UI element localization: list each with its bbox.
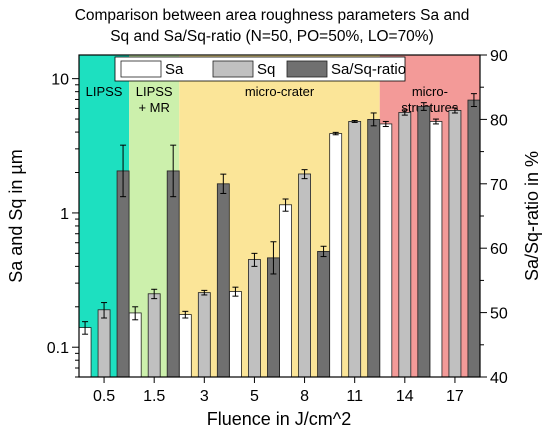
region-label-1-0: LIPSS [136, 84, 173, 99]
bar-2-4 [317, 251, 330, 378]
legend-swatch-1 [212, 60, 254, 78]
x-tick-label-0: 0.5 [93, 388, 115, 405]
left-tick-label-1: 1 [60, 206, 69, 223]
bar-0-6 [379, 123, 393, 378]
bar-1-2 [197, 292, 211, 378]
right-tick-label-3: 70 [490, 177, 508, 194]
bar-2-5 [367, 119, 381, 378]
bar-0-4 [279, 204, 292, 378]
x-axis-ticks: 0.5 1.5 3 5 8 11 14 17 [93, 377, 464, 405]
y-axis-label-right: Sa/Sq-ratio in % [522, 151, 542, 281]
legend-label-2: Sa/Sq-ratio [331, 61, 406, 78]
x-tick-label-7: 17 [446, 388, 464, 405]
bar-2-6 [417, 106, 431, 378]
region-label-2-0: micro-crater [245, 84, 315, 99]
region-label-0-0: LIPSS [86, 84, 123, 99]
x-tick-label-4: 8 [300, 388, 309, 405]
x-tick-label-6: 14 [396, 388, 414, 405]
right-tick-label-4: 80 [490, 112, 508, 129]
bar-1-4 [298, 173, 311, 378]
legend-swatch-2 [286, 60, 328, 78]
right-tick-label-1: 50 [490, 306, 508, 323]
legend-label-1: Sq [257, 61, 275, 78]
x-tick-label-3: 5 [250, 388, 259, 405]
bar-0-0 [78, 327, 92, 378]
right-tick-label-0: 40 [490, 370, 508, 387]
y-axis-label-left: Sa and Sq in µm [6, 149, 26, 282]
legend-box [114, 56, 406, 82]
bar-1-6 [398, 112, 412, 378]
legend-label-0: Sa [165, 61, 184, 78]
bar-0-2 [178, 314, 192, 378]
right-tick-label-5: 90 [490, 48, 508, 65]
legend-swatch-0 [120, 60, 162, 78]
left-axis-ticks: 0.1 1 10 [47, 72, 79, 378]
chart-title-line2: Sq and Sa/Sq-ratio (N=50, PO=50%, LO=70%… [110, 28, 434, 45]
left-tick-label-2: 10 [51, 72, 69, 89]
bar-0-3 [229, 291, 242, 378]
bar-2-3 [267, 257, 280, 378]
bar-1-5 [348, 121, 362, 378]
bar-2-0 [116, 170, 130, 378]
bar-2-1 [166, 170, 180, 378]
x-tick-label-1: 1.5 [143, 388, 165, 405]
bar-2-7 [467, 99, 481, 378]
right-tick-label-2: 60 [490, 241, 508, 258]
x-tick-label-5: 11 [346, 388, 363, 405]
left-tick-label-0: 0.1 [47, 340, 69, 357]
bar-0-1 [128, 312, 142, 378]
bar-0-5 [329, 133, 343, 378]
bar-2-2 [216, 183, 230, 378]
bar-1-3 [248, 259, 261, 378]
x-axis-label: Fluence in J/cm^2 [207, 409, 352, 429]
bar-1-7 [448, 110, 462, 378]
legend: Sa Sq Sa/Sq-ratio [114, 56, 406, 82]
region-label-1-1: + MR [138, 100, 169, 115]
bar-0-7 [429, 121, 443, 378]
bar-1-1 [147, 293, 161, 378]
bars-layer [78, 93, 481, 378]
x-tick-label-2: 3 [200, 388, 209, 405]
bar-1-0 [97, 309, 111, 378]
right-axis-ticks: 40 50 60 70 80 90 [480, 48, 508, 387]
chart-title-line1: Comparison between area roughness parame… [75, 7, 470, 24]
region-label-3-0: micro- [412, 84, 448, 99]
